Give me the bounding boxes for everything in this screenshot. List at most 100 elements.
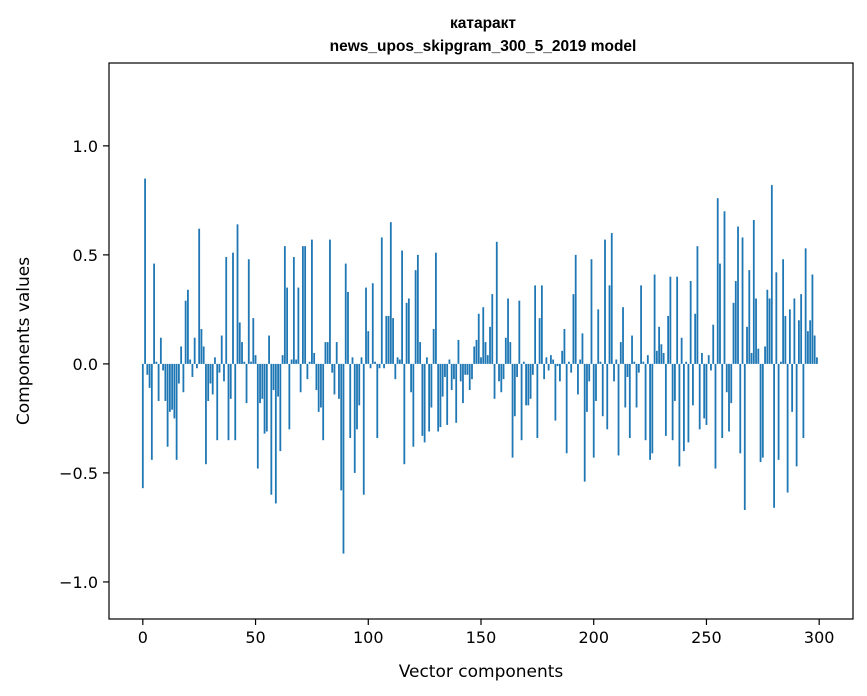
bar [232, 252, 234, 364]
y-tick-label: −0.5 [59, 464, 98, 483]
bar [809, 320, 812, 364]
bar [509, 342, 512, 364]
bar [577, 363, 579, 395]
bar [628, 363, 631, 439]
bar [500, 363, 503, 393]
bar [450, 363, 453, 391]
bar [387, 315, 390, 364]
bar [599, 361, 602, 364]
bar [376, 363, 379, 439]
y-tick-label: 1.0 [73, 137, 98, 156]
bar [412, 363, 415, 447]
bar [689, 281, 692, 364]
bar [182, 363, 185, 393]
bar [322, 363, 325, 441]
bar [712, 324, 715, 364]
bar [166, 363, 169, 447]
bar [241, 342, 243, 364]
bar [563, 329, 566, 364]
bar [407, 298, 410, 364]
bar [664, 363, 667, 436]
bar [732, 302, 735, 364]
bar [347, 291, 349, 364]
bar [707, 355, 710, 364]
bar [351, 357, 354, 364]
bar [191, 363, 194, 377]
x-tick-label: 50 [245, 628, 265, 647]
bar [175, 363, 178, 460]
bar [545, 357, 548, 364]
bar [608, 285, 611, 364]
bar [768, 298, 771, 364]
bar [667, 315, 670, 364]
bar [320, 363, 322, 408]
bar [816, 357, 818, 364]
bar [311, 239, 313, 364]
bar [283, 246, 286, 364]
bar [403, 363, 406, 465]
bar [651, 363, 654, 454]
bar [604, 239, 606, 364]
bar-group [141, 178, 818, 554]
bar [414, 270, 417, 364]
bar [315, 363, 318, 391]
bar [788, 309, 791, 364]
bar [365, 287, 367, 364]
x-tick-label: 250 [691, 628, 722, 647]
bar [211, 363, 214, 395]
bar [752, 219, 755, 364]
bar [331, 363, 334, 373]
bar [511, 363, 514, 458]
bar [624, 363, 627, 408]
bar [299, 363, 302, 393]
bar [734, 281, 737, 364]
bar [286, 287, 289, 364]
bar [592, 363, 595, 458]
bar [583, 363, 586, 482]
bar [811, 274, 814, 364]
bar [141, 363, 144, 489]
bar [725, 363, 728, 393]
bar [660, 344, 663, 364]
bar [466, 363, 469, 375]
bar [486, 355, 489, 364]
bar [410, 363, 413, 393]
x-tick-label: 0 [138, 628, 148, 647]
bar [459, 363, 462, 382]
bar [782, 259, 785, 364]
bar [295, 359, 298, 364]
bar [759, 363, 762, 463]
bar [380, 237, 383, 364]
bar [750, 352, 753, 364]
bar [658, 326, 661, 364]
bar [177, 363, 180, 384]
bar [435, 252, 437, 364]
bar [637, 363, 640, 373]
bar [218, 363, 221, 373]
bar [475, 339, 478, 364]
bar [502, 363, 505, 380]
bar [761, 363, 764, 458]
bar [189, 359, 192, 364]
bar [324, 342, 327, 364]
bar [534, 285, 537, 364]
bar [369, 363, 372, 369]
bar [784, 315, 787, 364]
bar [480, 357, 482, 364]
bar [728, 363, 730, 432]
bar [277, 363, 279, 397]
bar [173, 363, 176, 419]
bar [671, 363, 674, 441]
bar [797, 320, 800, 364]
bar [685, 361, 688, 364]
bar [243, 361, 246, 364]
bar [477, 313, 480, 364]
bar [254, 355, 257, 364]
bar [635, 363, 638, 408]
bar [764, 346, 766, 364]
bar [344, 263, 347, 364]
bar [786, 363, 789, 493]
bar [308, 361, 311, 364]
bar [653, 274, 656, 364]
bar [793, 298, 796, 364]
